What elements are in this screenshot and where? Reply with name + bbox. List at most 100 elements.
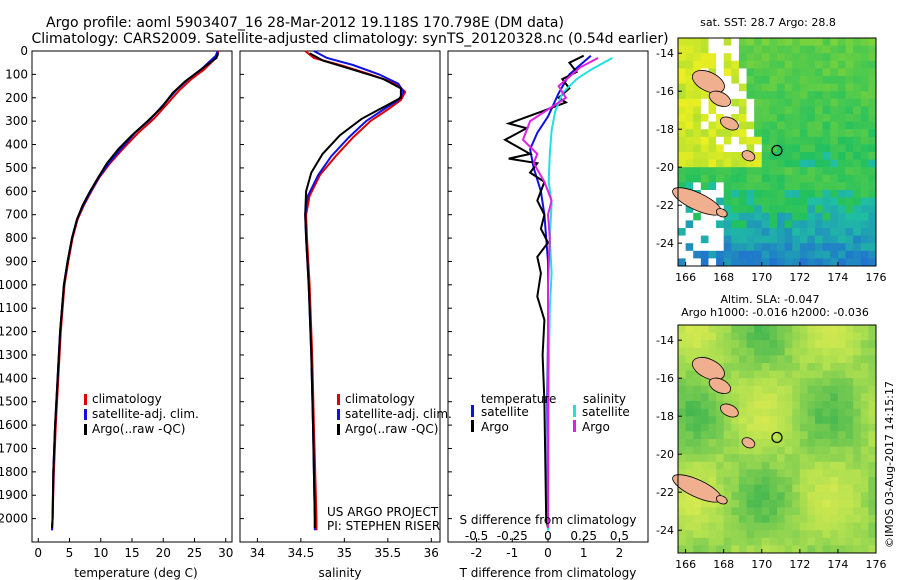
map-cell	[792, 477, 801, 485]
map-cell	[815, 340, 824, 349]
map-cell	[769, 522, 778, 531]
map-cell	[746, 461, 755, 470]
map-cell	[769, 461, 778, 470]
map-cell	[853, 243, 862, 252]
map-cell	[761, 129, 770, 138]
map-cell	[830, 393, 839, 402]
salinity-series	[304, 50, 407, 531]
map-cell	[678, 250, 687, 259]
map-cell	[784, 212, 793, 221]
map-cell	[868, 385, 877, 394]
map-cell	[822, 235, 831, 244]
map-cell	[761, 152, 770, 160]
map-cell	[845, 477, 854, 485]
map-cell	[830, 205, 839, 214]
map-cell	[731, 136, 740, 145]
project-label: US ARGO PROJECT	[327, 505, 439, 519]
map-cell	[685, 53, 694, 62]
map-cell	[815, 545, 824, 554]
map-cell	[693, 53, 702, 62]
map-cell	[837, 152, 846, 160]
map-cell	[723, 431, 732, 440]
map-cell	[868, 197, 877, 206]
map-cell	[830, 363, 839, 371]
map-cell	[792, 423, 801, 432]
map-cell	[708, 235, 717, 244]
map-cell	[746, 174, 755, 183]
map-cell	[815, 355, 824, 364]
map-cell	[754, 144, 763, 153]
map-cell	[754, 355, 763, 364]
map-cell	[807, 45, 816, 54]
map-cell	[769, 393, 778, 402]
map-cell	[868, 484, 877, 493]
map-cell	[738, 129, 747, 138]
map-cell	[693, 545, 702, 554]
map-cell	[860, 152, 869, 160]
map-cell	[754, 167, 763, 176]
map-cell	[754, 499, 763, 508]
map-cell	[845, 258, 854, 267]
map-cell	[822, 385, 831, 394]
map-cell	[837, 76, 846, 84]
map-cell	[693, 167, 702, 176]
map-cell	[716, 182, 725, 191]
map-cell	[845, 537, 854, 546]
map-cell	[777, 136, 786, 145]
map-cell	[830, 340, 839, 349]
map-cell	[853, 332, 862, 341]
y-tick-label: 300	[5, 114, 28, 128]
map-cell	[746, 182, 755, 191]
map-cell	[777, 167, 786, 176]
map-cell	[700, 431, 709, 440]
map-cell	[731, 522, 740, 531]
map-cell	[761, 484, 770, 493]
map-cell	[693, 258, 702, 267]
map-cell	[860, 91, 869, 100]
map-cell	[746, 212, 755, 221]
map-cell	[723, 235, 732, 244]
map-cell	[777, 159, 786, 168]
map-cell	[761, 347, 770, 356]
map-cell	[678, 182, 687, 191]
map-cell	[777, 370, 786, 379]
map-cell	[822, 60, 831, 69]
map-cell	[837, 423, 846, 432]
map-cell	[860, 83, 869, 92]
map-cell	[799, 114, 808, 122]
map-cell	[716, 545, 725, 554]
map-cell	[799, 190, 808, 198]
y-tick-label: 1600	[0, 418, 28, 432]
sla-map-title-line1: Altim. SLA: -0.047	[720, 293, 819, 306]
map-cell	[868, 522, 877, 531]
map-cell	[685, 507, 694, 516]
map-cell	[700, 446, 709, 455]
map-cell	[830, 545, 839, 554]
map-cell	[746, 545, 755, 554]
map-cell	[860, 416, 869, 425]
map-x-tick-label: 174	[827, 558, 848, 571]
map-cell	[815, 416, 824, 425]
map-cell	[723, 499, 732, 508]
map-cell	[799, 174, 808, 183]
map-cell	[746, 243, 755, 252]
map-cell	[853, 197, 862, 206]
map-cell	[815, 159, 824, 168]
map-cell	[868, 355, 877, 364]
map-cell	[792, 205, 801, 214]
island-shape	[715, 208, 728, 218]
map-cell	[830, 152, 839, 160]
map-cell	[685, 250, 694, 259]
map-cell	[700, 159, 709, 168]
map-cell	[761, 114, 770, 122]
map-cell	[807, 347, 816, 356]
map-cell	[815, 136, 824, 145]
map-cell	[784, 121, 793, 130]
map-cell	[685, 347, 694, 356]
map-cell	[678, 228, 687, 236]
map-cell	[723, 530, 732, 539]
map-cell	[754, 197, 763, 206]
map-cell	[777, 446, 786, 455]
map-cell	[837, 537, 846, 546]
map-cell	[746, 53, 755, 62]
